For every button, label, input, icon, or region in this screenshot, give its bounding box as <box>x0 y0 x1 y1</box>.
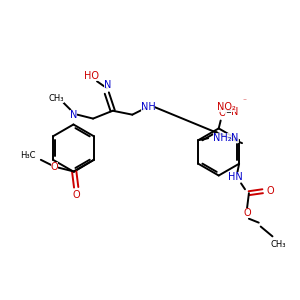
Text: HN: HN <box>228 172 243 182</box>
Text: N: N <box>104 80 112 90</box>
Text: O: O <box>219 108 226 118</box>
Text: CH₃: CH₃ <box>271 240 286 249</box>
Text: N: N <box>70 110 77 120</box>
Text: NH₂: NH₂ <box>212 133 231 143</box>
Text: NO₂: NO₂ <box>217 102 236 112</box>
Text: N: N <box>231 107 238 117</box>
Text: H₃C: H₃C <box>20 152 36 160</box>
Text: HO: HO <box>84 71 99 81</box>
Text: O: O <box>267 186 274 196</box>
Text: O: O <box>72 190 80 200</box>
Text: N: N <box>232 133 239 143</box>
Text: CH₃: CH₃ <box>48 94 64 103</box>
Text: O: O <box>51 162 58 172</box>
Text: O: O <box>243 208 251 218</box>
Text: ⁻: ⁻ <box>242 96 246 105</box>
Text: =: = <box>225 107 232 116</box>
Text: NH: NH <box>141 102 155 112</box>
